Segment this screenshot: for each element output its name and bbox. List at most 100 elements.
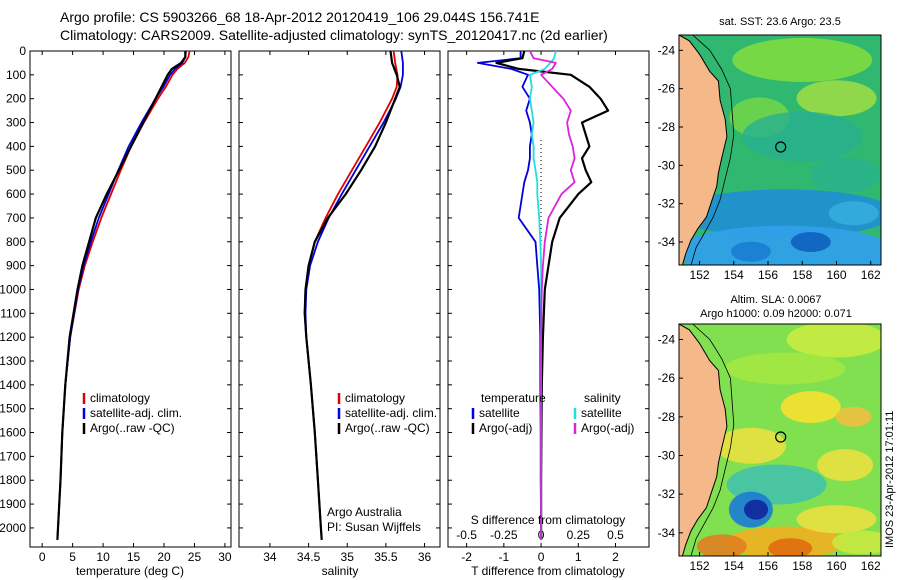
series-line-argo	[303, 51, 401, 540]
y-tick-label: 1400	[0, 378, 26, 392]
x-tick-label: 0	[538, 550, 545, 564]
map-y-tick-label: -30	[658, 448, 676, 462]
map-y-tick-label: -34	[658, 526, 676, 540]
map-y-tick-label: -24	[658, 332, 676, 346]
y-tick-label: 100	[6, 68, 26, 82]
sla-argo-marker	[775, 431, 787, 443]
sla-field	[696, 324, 881, 556]
y-tick-label: 1100	[0, 306, 26, 320]
difference-depth-ticks	[448, 50, 649, 529]
field-patch	[786, 324, 881, 358]
legend-label: Argo(-adj)	[479, 421, 532, 435]
y-tick-label: 1700	[0, 449, 26, 463]
x-tick-label: 34.5	[297, 550, 321, 564]
top-tick-label: 0.25	[567, 528, 591, 542]
x-tick-label: 20	[157, 550, 171, 564]
difference-axes	[447, 50, 650, 548]
watermark: IMOS 23-Apr-2012 17:01:11	[884, 411, 896, 548]
difference-panel: -2 -1 0 1 2-0.5 -0.25 0 0.25 0.5 T difference fr…	[447, 50, 650, 578]
map-y-tick-label: -34	[658, 235, 676, 249]
y-tick-label: 1300	[0, 354, 26, 368]
field-patch	[817, 449, 874, 482]
map-x-tick-label: 158	[792, 268, 812, 282]
map-y-tick-label: -30	[658, 158, 676, 172]
legend-label: satellite-adj. clim.	[345, 406, 437, 420]
field-patch	[796, 505, 877, 534]
sla-map-title-1: Altim. SLA: 0.0067	[730, 294, 821, 306]
sst-map-frame	[678, 34, 882, 266]
map-y-tick-label: -26	[658, 371, 676, 385]
temperature-x-ticks: 0 5 10 15 20 25 30	[39, 51, 232, 564]
top-tick-label: -0.25	[490, 528, 518, 542]
map-y-tick-label: -28	[658, 410, 676, 424]
legend-header-temperature: temperature	[481, 391, 546, 405]
legend-label: Argo(..raw -QC)	[90, 421, 175, 435]
legend-label: satellite-adj. clim.	[90, 406, 182, 420]
salinity-panel: 34 34.5 35 35.5 36 salinity climatologysatel…	[238, 50, 441, 578]
title-line-2: Climatology: CARS2009. Satellite-adjuste…	[60, 27, 608, 43]
y-tick-label: 1800	[0, 473, 26, 487]
y-tick-label: 900	[6, 259, 26, 273]
x-tick-label: 0	[39, 550, 46, 564]
y-tick-label: 800	[6, 235, 26, 249]
x-tick-label: 30	[218, 550, 232, 564]
y-tick-label: 700	[6, 211, 26, 225]
field-patch	[679, 225, 881, 265]
map-x-tick-label: 162	[861, 559, 881, 573]
map-y-tick-label: -32	[658, 487, 676, 501]
x-tick-label: -2	[461, 550, 472, 564]
map-x-tick-label: 160	[826, 559, 846, 573]
sla-map-title-2: Argo h1000: 0.09 h2000: 0.071	[700, 308, 852, 320]
map-x-tick-label: 154	[724, 559, 744, 573]
sst-field	[679, 37, 881, 265]
field-patch	[796, 80, 877, 117]
map-y-tick-label: -28	[658, 120, 676, 134]
x-tick-label: 2	[612, 550, 619, 564]
series-line-argo	[56, 51, 187, 540]
y-tick-label: 400	[6, 139, 26, 153]
credit-line-1: Argo Australia	[327, 505, 402, 519]
sst-argo-marker	[775, 141, 787, 153]
difference-top-title: S difference from climatology	[471, 513, 626, 527]
legend-label: Argo(..raw -QC)	[345, 421, 430, 435]
y-tick-label: 1500	[0, 402, 26, 416]
map-x-tick-label: 156	[758, 268, 778, 282]
legend-label: climatology	[90, 391, 150, 405]
credit-line-2: PI: Susan Wijffels	[327, 520, 421, 534]
legend-label: satellite	[479, 406, 520, 420]
y-tick-label: 0	[19, 44, 26, 58]
legend-label: Argo(-adj)	[581, 421, 634, 435]
x-tick-label: 35.5	[374, 550, 398, 564]
map-x-tick-label: 158	[792, 559, 812, 573]
sst-map-ticks: 152 154 156 158 160 162 -24 -26 -28 -30 -32 -34	[658, 43, 881, 282]
legend-header-salinity: salinity	[584, 391, 621, 405]
x-tick-label: 15	[127, 550, 141, 564]
salinity-xlabel: salinity	[322, 564, 359, 578]
sst-map-title: sat. SST: 23.6 Argo: 23.5	[719, 16, 841, 28]
sla-map-frame	[678, 323, 882, 557]
temperature-axes	[29, 50, 232, 548]
field-patch	[832, 530, 881, 555]
salinity-axes	[238, 50, 441, 548]
map-x-tick-label: 160	[826, 268, 846, 282]
map-x-tick-label: 162	[861, 268, 881, 282]
x-tick-label: -1	[498, 550, 509, 564]
salinity-depth-ticks	[239, 50, 440, 529]
sla-land	[679, 324, 728, 556]
map-y-tick-label: -26	[658, 82, 676, 96]
map-y-tick-label: -32	[658, 197, 676, 211]
sst-land	[679, 35, 728, 265]
field-patch	[742, 111, 863, 162]
sla-shelf-contour	[690, 324, 735, 556]
temperature-lines	[56, 51, 191, 540]
legend-label: climatology	[345, 391, 405, 405]
map-x-tick-label: 154	[724, 268, 744, 282]
temperature-panel: 0100200300400500600700800900100011001200…	[0, 44, 232, 578]
y-tick-label: 300	[6, 116, 26, 130]
field-patch	[730, 241, 771, 262]
map-y-tick-label: -24	[658, 43, 676, 57]
top-tick-label: 0.5	[607, 528, 624, 542]
map-x-tick-label: 152	[690, 559, 710, 573]
